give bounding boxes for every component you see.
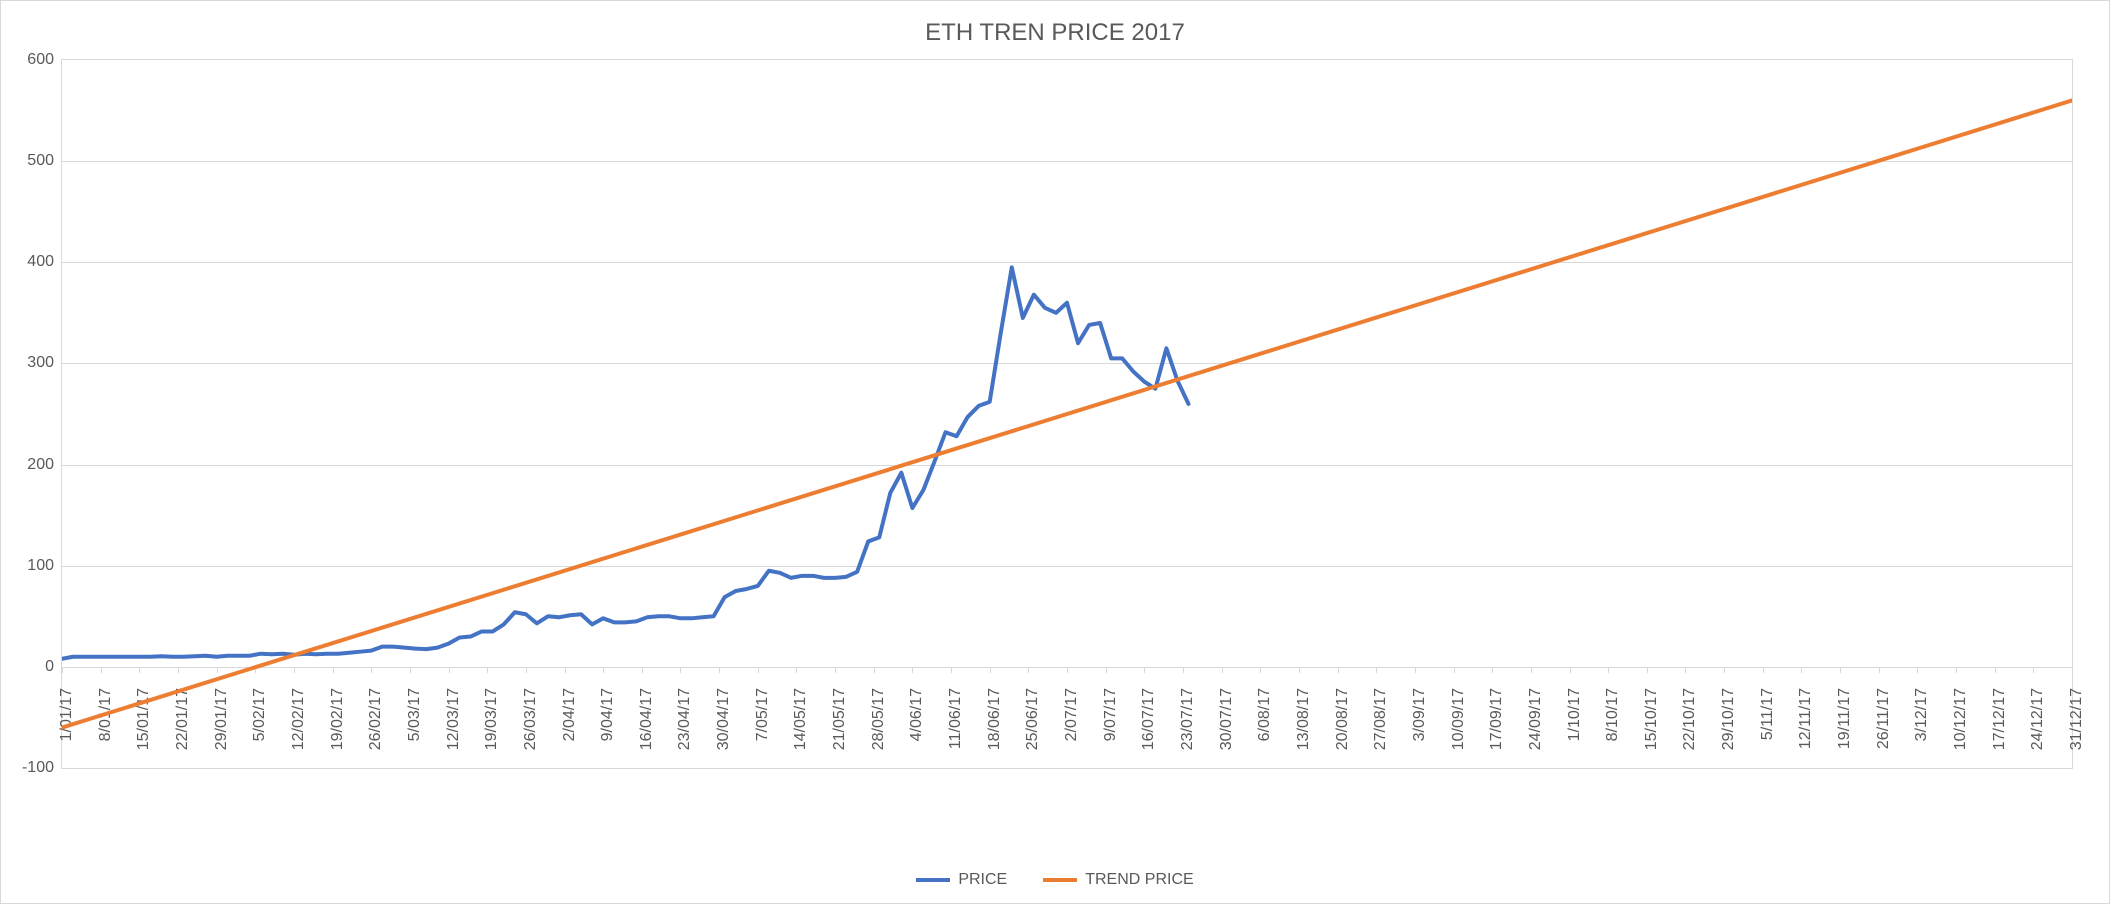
chart-title: ETH TREN PRICE 2017 [1,19,2109,47]
y-axis-label: 100 [27,557,54,575]
legend-label: TREND PRICE [1085,871,1193,888]
legend-item-price: PRICE [916,871,1007,889]
x-tick [2072,667,2073,673]
y-axis-label: 300 [27,354,54,372]
chart-container: ETH TREN PRICE 2017 -1000100200300400500… [0,0,2110,904]
plot-area: -10001002003004005006001/01/178/01/1715/… [61,59,2073,769]
series-layer [62,60,2072,768]
y-axis-label: -100 [22,759,54,777]
chart-legend: PRICE TREND PRICE [1,871,2109,889]
series-price [62,267,1188,658]
y-axis-label: 500 [27,152,54,170]
series-trend-price [62,100,2072,727]
legend-swatch [916,878,950,882]
legend-swatch [1043,878,1077,882]
y-axis-label: 400 [27,253,54,271]
y-axis-label: 200 [27,456,54,474]
legend-item-trend-price: TREND PRICE [1043,871,1193,889]
y-axis-label: 0 [45,658,54,676]
legend-label: PRICE [958,871,1007,888]
y-axis-label: 600 [27,51,54,69]
